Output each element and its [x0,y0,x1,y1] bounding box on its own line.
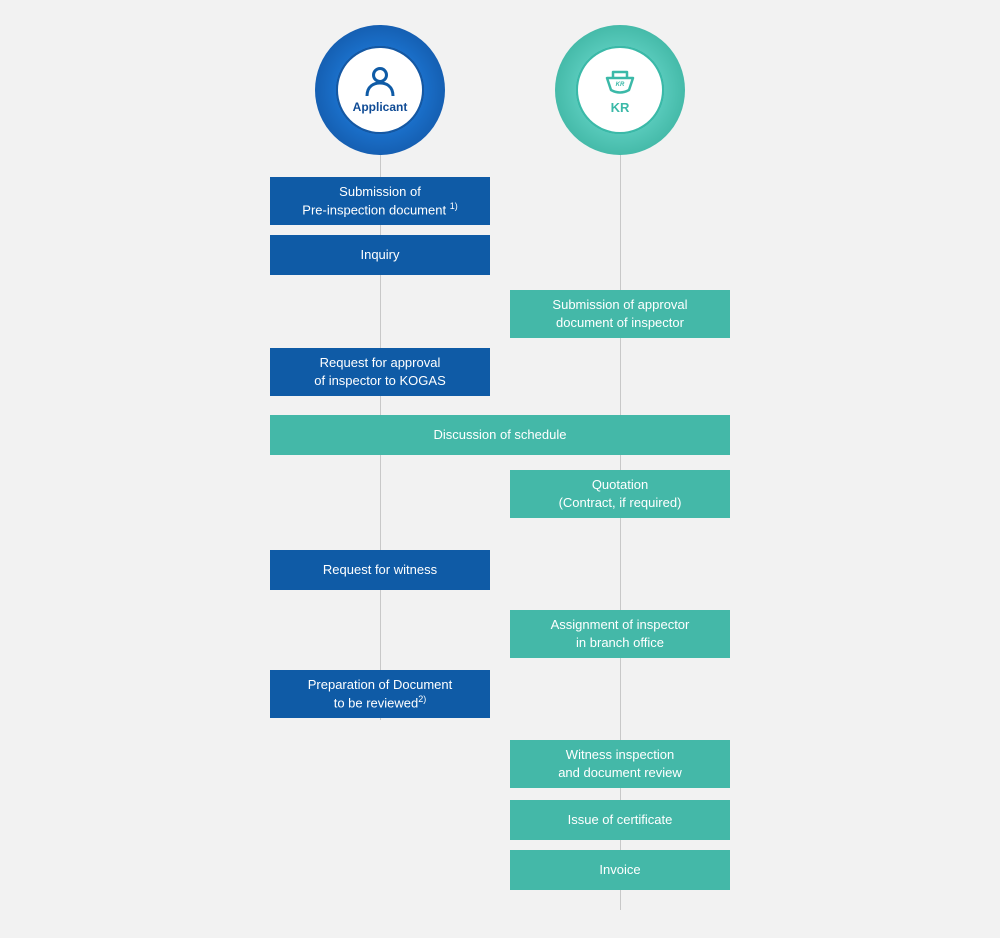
ship-icon: KR [599,66,641,96]
step-line: Submission of approval [552,296,687,314]
step-line: (Contract, if required) [559,494,682,512]
step-line: of inspector to KOGAS [314,372,446,390]
kr-badge: KR KR [555,25,685,155]
step-line: document of inspector [556,314,684,332]
step-line: Pre-inspection document 1) [302,200,457,219]
step-line: to be reviewed2) [334,693,427,712]
step-line: Invoice [599,861,640,879]
applicant-badge-inner: Applicant [338,48,422,132]
step-line: and document review [558,764,682,782]
step-line: Discussion of schedule [434,426,567,444]
person-icon [363,66,397,96]
step-line: Request for witness [323,561,437,579]
step-witness-inspection: Witness inspection and document review [510,740,730,788]
step-submission-pre: Submission of Pre-inspection document 1) [270,177,490,225]
flow-diagram: Applicant KR KR Submission of Pre-inspec… [0,0,1000,938]
step-invoice: Invoice [510,850,730,890]
kr-badge-inner: KR KR [578,48,662,132]
step-line: in branch office [576,634,664,652]
step-line: Request for approval [320,354,441,372]
kr-timeline [620,150,621,910]
step-line: Inquiry [360,246,399,264]
applicant-badge: Applicant [315,25,445,155]
step-assignment: Assignment of inspector in branch office [510,610,730,658]
step-line: Submission of [339,183,421,201]
step-prep-document: Preparation of Document to be reviewed2) [270,670,490,718]
step-discussion-schedule: Discussion of schedule [270,415,730,455]
kr-label: KR [611,100,630,115]
step-line: Issue of certificate [568,811,673,829]
applicant-label: Applicant [353,100,408,114]
step-line: Preparation of Document [308,676,453,694]
step-inquiry: Inquiry [270,235,490,275]
step-line: Witness inspection [566,746,674,764]
step-req-witness: Request for witness [270,550,490,590]
step-line: Assignment of inspector [551,616,690,634]
svg-text:KR: KR [616,82,625,88]
step-submission-approval: Submission of approval document of inspe… [510,290,730,338]
step-req-approval-kogas: Request for approval of inspector to KOG… [270,348,490,396]
step-issue-certificate: Issue of certificate [510,800,730,840]
step-line: Quotation [592,476,648,494]
step-quotation: Quotation (Contract, if required) [510,470,730,518]
